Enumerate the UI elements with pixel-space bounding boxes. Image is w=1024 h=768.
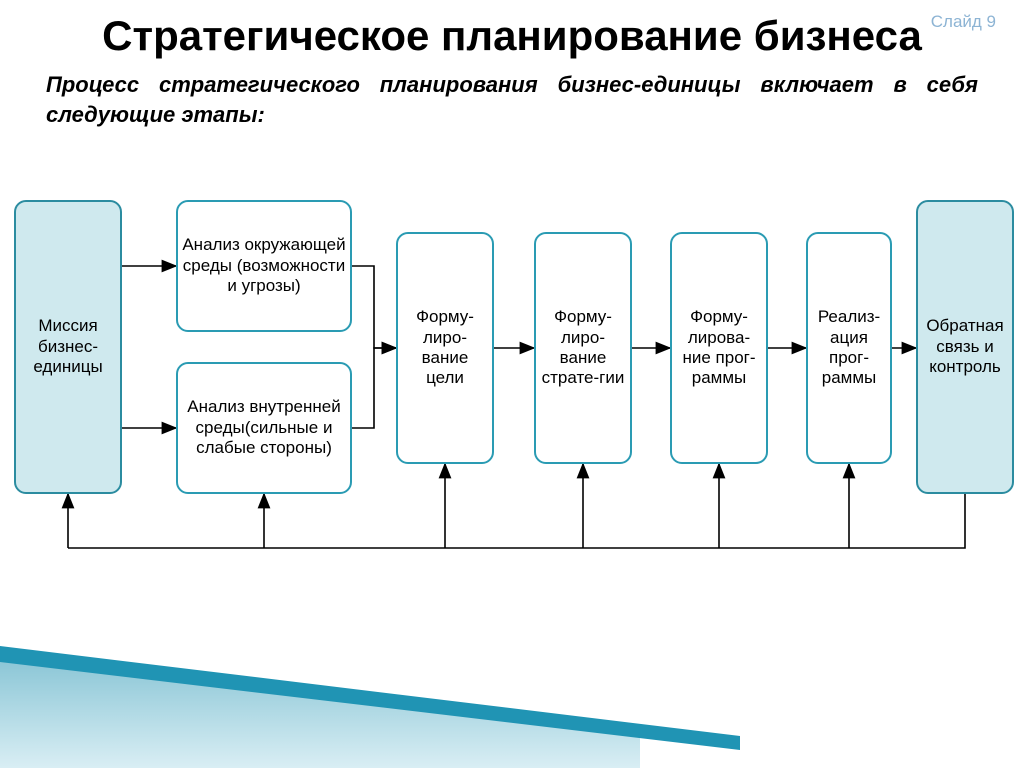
box-realize: Реализ-ация прог-раммы xyxy=(806,232,892,464)
box-feedback: Обратная связь и контроль xyxy=(916,200,1014,494)
flow-arrow-envBot-goal xyxy=(352,348,396,428)
box-mission: Миссия бизнес-единицы xyxy=(14,200,122,494)
box-goal: Форму-лиро-вание цели xyxy=(396,232,494,464)
flowchart-diagram: Миссия бизнес-единицы Анализ окружающей с… xyxy=(0,0,1024,768)
flow-arrow-envTop-goal xyxy=(352,266,396,348)
box-strategy: Форму-лиро-вание страте-гии xyxy=(534,232,632,464)
box-program: Форму-лирова-ние прог-раммы xyxy=(670,232,768,464)
box-envBot: Анализ внутренней среды(сильные и слабые… xyxy=(176,362,352,494)
box-envTop: Анализ окружающей среды (возможности и у… xyxy=(176,200,352,332)
feedback-trunk xyxy=(68,494,965,548)
